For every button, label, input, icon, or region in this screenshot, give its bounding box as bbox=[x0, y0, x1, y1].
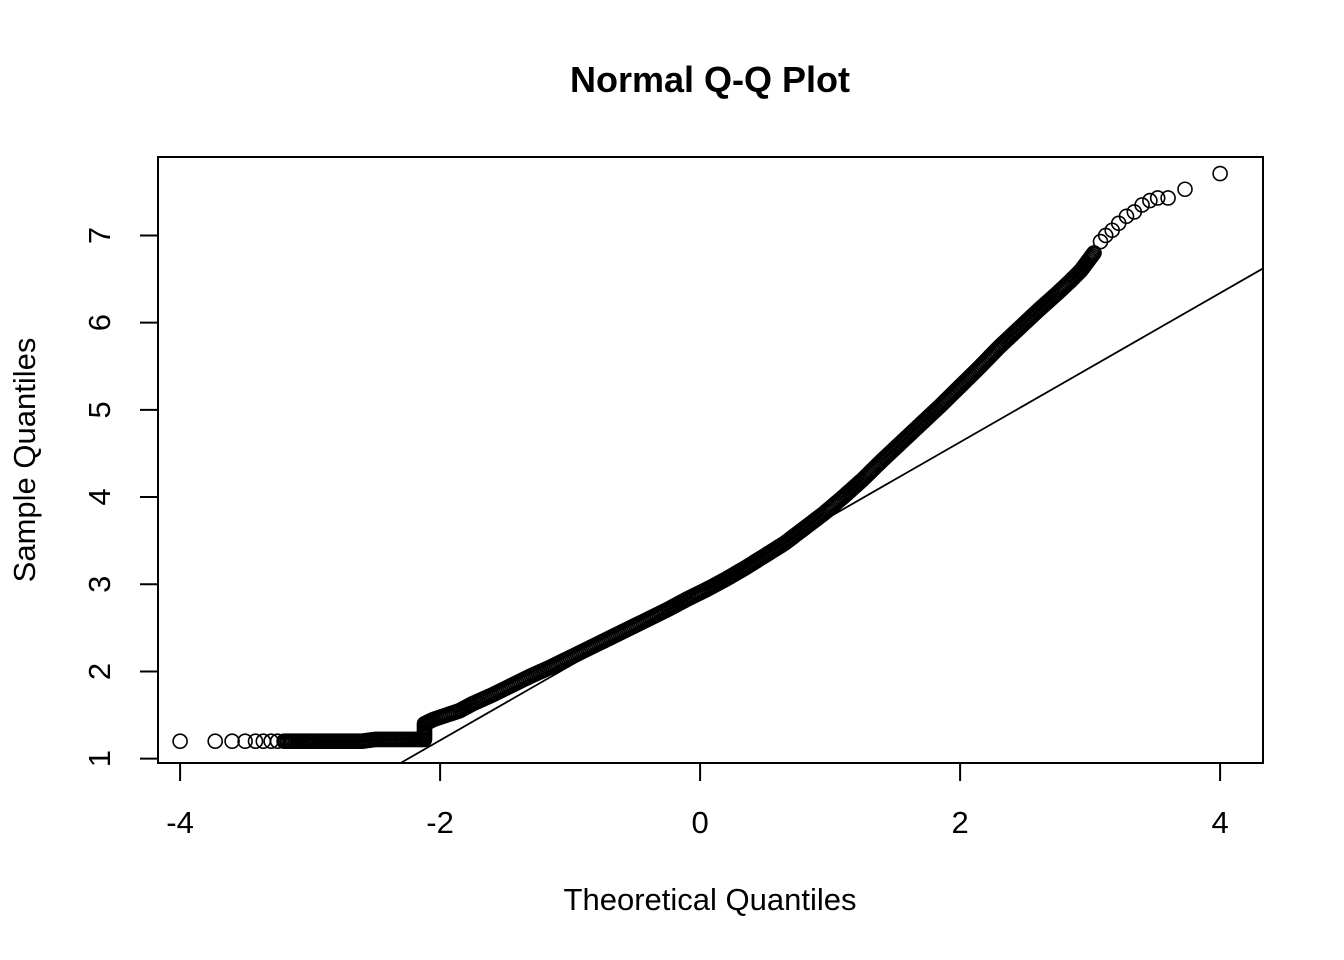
plot-frame bbox=[157, 156, 1264, 764]
y-axis: 1 2 3 4 5 6 7 bbox=[82, 227, 158, 767]
data-point bbox=[1142, 192, 1158, 209]
data-point bbox=[378, 731, 395, 748]
y-tick-label: 4 bbox=[82, 488, 117, 505]
x-tick-label: 4 bbox=[1211, 805, 1228, 840]
data-point bbox=[339, 733, 356, 750]
x-axis: -4 -2 0 2 4 bbox=[166, 763, 1229, 840]
data-point bbox=[1118, 208, 1135, 225]
data-point bbox=[867, 459, 883, 476]
y-tick-label: 2 bbox=[82, 663, 117, 680]
chart-title: Normal Q-Q Plot bbox=[570, 59, 850, 100]
data-point bbox=[1177, 181, 1193, 198]
data-point bbox=[1160, 190, 1176, 206]
data-point bbox=[1212, 165, 1228, 182]
data-point bbox=[313, 733, 330, 750]
data-point bbox=[237, 733, 253, 750]
x-axis-label: Theoretical Quantiles bbox=[564, 882, 857, 917]
y-tick-label: 6 bbox=[82, 314, 117, 331]
x-tick-label: -4 bbox=[166, 805, 194, 840]
data-point bbox=[984, 346, 1000, 363]
data-point bbox=[391, 731, 408, 748]
data-point bbox=[207, 733, 223, 750]
data-points bbox=[172, 165, 1228, 750]
y-axis-label: Sample Quantiles bbox=[7, 338, 42, 583]
x-tick-label: -2 bbox=[426, 805, 454, 840]
data-point bbox=[1081, 250, 1098, 267]
data-point bbox=[1084, 248, 1100, 264]
data-point bbox=[1149, 190, 1166, 206]
data-point bbox=[172, 733, 188, 750]
x-tick-label: 0 bbox=[691, 805, 708, 840]
data-point bbox=[247, 733, 264, 750]
data-point bbox=[886, 440, 903, 457]
data-point bbox=[300, 733, 317, 750]
data-point bbox=[1055, 279, 1072, 296]
data-point bbox=[964, 366, 981, 382]
data-point bbox=[1082, 249, 1099, 266]
y-tick-label: 1 bbox=[82, 750, 117, 767]
data-point bbox=[1092, 233, 1109, 250]
reference-line bbox=[400, 267, 1264, 764]
data-point bbox=[1003, 327, 1020, 344]
data-point bbox=[945, 385, 961, 401]
data-point bbox=[224, 733, 240, 750]
data-point bbox=[925, 404, 942, 420]
y-tick-label: 3 bbox=[82, 576, 117, 593]
data-point-cloud bbox=[277, 246, 1101, 750]
data-point bbox=[1085, 246, 1101, 263]
data-point bbox=[906, 422, 922, 439]
y-tick-label: 5 bbox=[82, 401, 117, 418]
data-point bbox=[1134, 197, 1150, 213]
y-tick-label: 7 bbox=[82, 227, 117, 244]
data-point bbox=[1023, 309, 1039, 325]
x-tick-label: 2 bbox=[951, 805, 968, 840]
data-point bbox=[326, 733, 343, 750]
